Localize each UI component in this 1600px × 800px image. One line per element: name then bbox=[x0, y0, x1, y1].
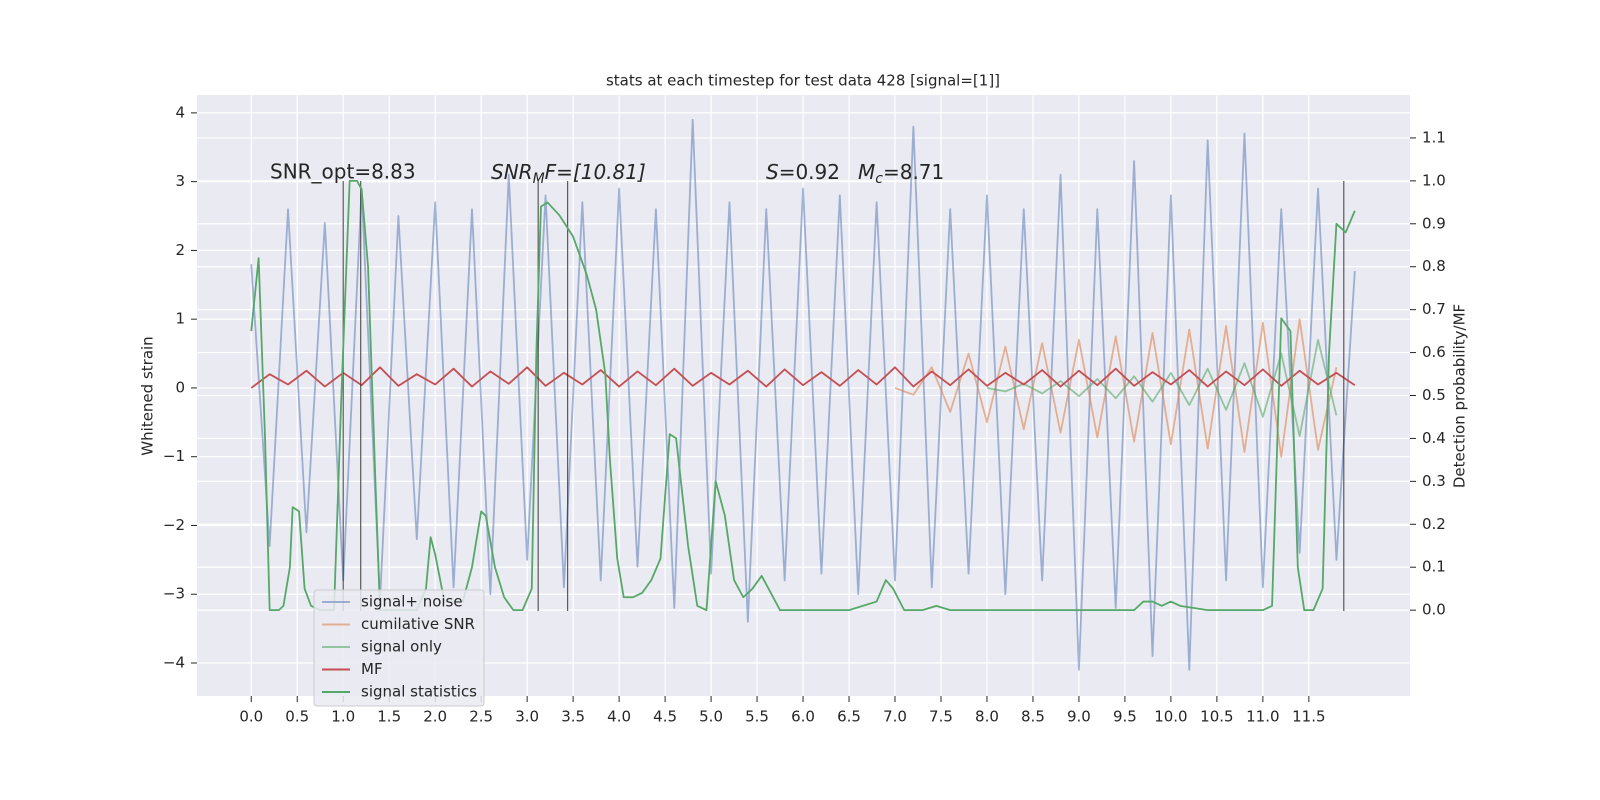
chart-title: stats at each timestep for test data 428… bbox=[606, 72, 1000, 90]
annotation-part: M bbox=[858, 160, 875, 184]
axes: 0.0 0.5 1.0 1.5 2.0 2.5 3.0 3.5 4.0 4.5 5.0 5.5 6.0 6… bbox=[163, 103, 1446, 725]
y-tick-label: 4 bbox=[175, 103, 185, 121]
y2-tick-label: 0.9 bbox=[1422, 214, 1446, 232]
x-tick-label: 2.0 bbox=[423, 708, 447, 726]
y-tick-label: 0 bbox=[175, 378, 185, 396]
x-tick-label: 11.5 bbox=[1292, 708, 1325, 726]
x-tick-label: 9.0 bbox=[1067, 708, 1091, 726]
x-tick-label: 9.5 bbox=[1113, 708, 1137, 726]
x-tick-label: 0.0 bbox=[239, 708, 263, 726]
y2-tick-label: 0.0 bbox=[1422, 601, 1446, 619]
x-tick-label: 1.0 bbox=[331, 708, 355, 726]
x-tick-label: 6.5 bbox=[837, 708, 861, 726]
y2-tick-label: 1.1 bbox=[1422, 128, 1446, 146]
x-tick-label: 0.5 bbox=[285, 708, 309, 726]
annotation: SNR_opt=8.83 bbox=[270, 160, 416, 184]
annotation-part: M bbox=[533, 171, 545, 187]
legend-label: signal only bbox=[361, 638, 442, 656]
x-tick-label: 10.0 bbox=[1154, 708, 1187, 726]
y-tick-label: −4 bbox=[163, 653, 185, 671]
y-tick-label: −3 bbox=[163, 585, 185, 603]
annotation-part: S bbox=[766, 160, 779, 184]
annotation: Mc=8.71 bbox=[858, 160, 944, 188]
x-tick-label: 5.0 bbox=[699, 708, 723, 726]
legend-label: signal+ noise bbox=[361, 593, 463, 611]
x-tick-label: 11.0 bbox=[1246, 708, 1279, 726]
y2-tick-label: 0.8 bbox=[1422, 257, 1446, 275]
x-tick-label: 4.5 bbox=[653, 708, 677, 726]
y-tick-label: −2 bbox=[163, 516, 185, 534]
x-tick-label: 3.0 bbox=[515, 708, 539, 726]
x-tick-label: 6.0 bbox=[791, 708, 815, 726]
y-tick-label: 2 bbox=[175, 241, 185, 259]
x-tick-label: 8.0 bbox=[975, 708, 999, 726]
series-line bbox=[250, 366, 1356, 389]
x-tick-label: 5.5 bbox=[745, 708, 769, 726]
y-axis-label: Whitened strain bbox=[139, 336, 157, 455]
series-line bbox=[986, 338, 1338, 437]
x-tick-label: 3.5 bbox=[561, 708, 585, 726]
y2-tick-label: 0.1 bbox=[1422, 558, 1446, 576]
x-tick-label: 2.5 bbox=[469, 708, 493, 726]
y2-tick-label: 0.3 bbox=[1422, 472, 1446, 490]
series-line bbox=[250, 118, 1356, 671]
x-tick-label: 10.5 bbox=[1200, 708, 1233, 726]
annotation-part: =0.92 bbox=[779, 160, 840, 184]
y2-tick-label: 0.4 bbox=[1422, 429, 1446, 447]
annotation-part: SNR bbox=[491, 160, 533, 184]
x-tick-label: 7.5 bbox=[929, 708, 953, 726]
annotation-part: =8.71 bbox=[883, 160, 944, 184]
legend-label: signal statistics bbox=[361, 683, 477, 701]
y2-tick-label: 0.6 bbox=[1422, 343, 1446, 361]
y-tick-label: 3 bbox=[175, 172, 185, 190]
y2-axis-label: Detection probability/MF bbox=[1451, 304, 1469, 488]
annotation-part: F=[10.81] bbox=[545, 160, 646, 184]
y-tick-label: −1 bbox=[163, 447, 185, 465]
x-tick-label: 1.5 bbox=[377, 708, 401, 726]
y2-tick-label: 0.5 bbox=[1422, 386, 1446, 404]
annotation-part: c bbox=[875, 171, 883, 187]
annotation: S=0.92 bbox=[766, 160, 840, 184]
y2-tick-label: 1.0 bbox=[1422, 171, 1446, 189]
y2-tick-label: 0.7 bbox=[1422, 300, 1446, 318]
x-tick-label: 8.5 bbox=[1021, 708, 1045, 726]
x-tick-label: 4.0 bbox=[607, 708, 631, 726]
series-line bbox=[250, 179, 1356, 612]
x-tick-label: 7.0 bbox=[883, 708, 907, 726]
series-line bbox=[894, 318, 1338, 458]
legend-label: MF bbox=[361, 660, 383, 678]
legend-label: cumilative SNR bbox=[361, 615, 475, 633]
legend-box bbox=[313, 589, 485, 707]
y2-tick-label: 0.2 bbox=[1422, 515, 1446, 533]
y-tick-label: 1 bbox=[175, 310, 185, 328]
marks bbox=[250, 118, 1356, 671]
annotation: SNRMF=[10.81] bbox=[491, 160, 646, 188]
legend: signal+ noise cumilative SNR signal only MF… bbox=[313, 589, 485, 707]
